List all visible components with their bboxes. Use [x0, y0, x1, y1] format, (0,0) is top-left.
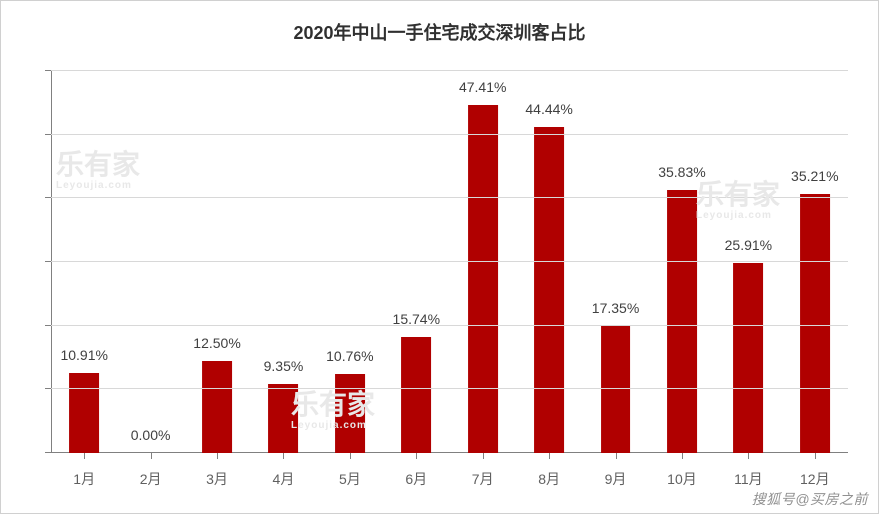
x-axis-label: 12月	[800, 469, 830, 489]
bar	[69, 373, 99, 453]
plot-area: 10.91% 0.00% 12.50% 9.35% 10.76% 15.74% 47.41%…	[51, 71, 848, 453]
chart-title: 2020年中山一手住宅成交深圳客占比	[1, 1, 878, 53]
bar	[667, 190, 697, 453]
bar-value-label: 9.35%	[264, 358, 304, 374]
x-axis-label: 9月	[605, 469, 627, 489]
x-axis-label: 4月	[273, 469, 295, 489]
bar-value-label: 35.83%	[658, 164, 705, 180]
bar	[800, 194, 830, 453]
x-tick	[616, 453, 617, 459]
bar-slot: 15.74%	[383, 71, 449, 453]
bar	[534, 127, 564, 453]
bar	[202, 361, 232, 453]
bar-slot: 25.91%	[715, 71, 781, 453]
x-tick	[549, 453, 550, 459]
bar-value-label: 12.50%	[193, 335, 240, 351]
bar-slot: 9.35%	[250, 71, 316, 453]
grid-line	[51, 70, 848, 71]
y-tick	[45, 261, 51, 262]
bar	[335, 374, 365, 453]
x-tick	[217, 453, 218, 459]
bar-value-label: 0.00%	[131, 427, 171, 443]
grid-line	[51, 261, 848, 262]
x-tick	[748, 453, 749, 459]
bar-value-label: 25.91%	[725, 237, 772, 253]
bars-row: 10.91% 0.00% 12.50% 9.35% 10.76% 15.74% 47.41%…	[51, 71, 848, 453]
bar	[269, 384, 299, 453]
grid-line	[51, 325, 848, 326]
x-axis-label: 1月	[73, 469, 95, 489]
bar-slot: 0.00%	[117, 71, 183, 453]
x-axis-label: 6月	[405, 469, 427, 489]
y-tick	[45, 452, 51, 453]
bar-value-label: 44.44%	[525, 101, 572, 117]
x-axis-label: 5月	[339, 469, 361, 489]
bar-slot: 35.83%	[649, 71, 715, 453]
x-tick	[151, 453, 152, 459]
x-tick	[84, 453, 85, 459]
bar-value-label: 47.41%	[459, 79, 506, 95]
bar	[401, 337, 431, 453]
bar-slot: 44.44%	[516, 71, 582, 453]
y-tick	[45, 197, 51, 198]
x-axis-label: 3月	[206, 469, 228, 489]
y-tick	[45, 388, 51, 389]
bar-value-label: 10.91%	[60, 347, 107, 363]
x-tick	[682, 453, 683, 459]
x-axis-label: 8月	[538, 469, 560, 489]
x-tick	[283, 453, 284, 459]
y-tick	[45, 70, 51, 71]
x-axis-label: 11月	[734, 469, 763, 489]
bar-slot: 35.21%	[782, 71, 848, 453]
x-axis-labels: 1月 2月 3月 4月 5月 6月 7月 8月 9月 10月 11月 12月	[51, 463, 848, 493]
bar-slot: 17.35%	[582, 71, 648, 453]
x-tick	[350, 453, 351, 459]
grid-line	[51, 388, 848, 389]
grid-line	[51, 197, 848, 198]
attribution-text: 搜狐号@买房之前	[752, 489, 868, 509]
bar	[468, 105, 498, 453]
x-tick	[815, 453, 816, 459]
bar	[733, 263, 763, 453]
y-tick	[45, 134, 51, 135]
grid-line	[51, 134, 848, 135]
bar-value-label: 17.35%	[592, 300, 639, 316]
x-axis-label: 10月	[667, 469, 697, 489]
chart-container: 2020年中山一手住宅成交深圳客占比 10.91% 0.00% 12.50% 9.35…	[0, 0, 879, 514]
bar-slot: 12.50%	[184, 71, 250, 453]
bar-slot: 47.41%	[450, 71, 516, 453]
y-tick	[45, 325, 51, 326]
x-tick	[483, 453, 484, 459]
bar-slot: 10.76%	[317, 71, 383, 453]
x-axis-label: 2月	[140, 469, 162, 489]
bar-slot: 10.91%	[51, 71, 117, 453]
x-axis-label: 7月	[472, 469, 494, 489]
x-tick	[416, 453, 417, 459]
bar-value-label: 10.76%	[326, 348, 373, 364]
bar-value-label: 35.21%	[791, 168, 838, 184]
